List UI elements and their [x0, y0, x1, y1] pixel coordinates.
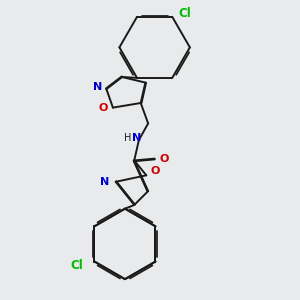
- Text: O: O: [159, 154, 169, 164]
- Text: N: N: [92, 82, 102, 92]
- Text: O: O: [151, 166, 160, 176]
- Text: Cl: Cl: [179, 7, 191, 20]
- Text: O: O: [99, 103, 108, 112]
- Text: Cl: Cl: [70, 259, 83, 272]
- Text: H: H: [124, 133, 131, 143]
- Text: N: N: [132, 133, 142, 143]
- Text: N: N: [100, 177, 109, 187]
